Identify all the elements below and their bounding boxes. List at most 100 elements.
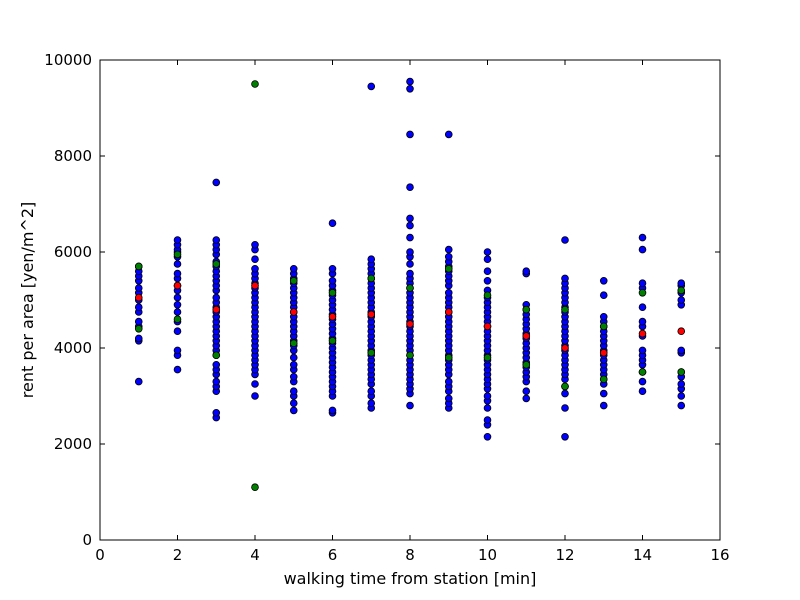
green-data-point [134,262,143,271]
y-tick-label: 6000 [54,243,92,261]
y-tick-label: 4000 [54,339,92,357]
y-axis-label: rent per area [yen/m^2] [18,202,37,399]
x-tick-label: 0 [95,546,105,564]
blue-data-point [483,248,492,256]
x-tick-label: 4 [250,546,260,564]
blue-data-point [328,264,337,273]
blue-data-point [367,255,376,264]
blue-data-point [212,236,221,244]
blue-data-point [483,392,492,400]
blue-data-point [328,219,337,228]
scatter-points [134,77,686,492]
blue-data-point [251,380,259,388]
blue-data-point [406,214,414,223]
y-tick-label: 10000 [44,51,92,69]
blue-data-point [406,248,414,256]
green-data-point [328,336,337,345]
green-data-point [367,274,376,283]
blue-data-point [134,284,143,292]
blue-data-point [638,279,647,288]
x-axis-label: walking time from station [min] [284,569,537,588]
green-data-point [212,351,221,360]
blue-data-point [638,377,647,386]
blue-data-point [406,221,414,230]
red-data-point [522,332,531,340]
blue-data-point [406,269,414,278]
green-data-point [599,322,608,331]
blue-data-point [289,264,298,273]
green-data-point [561,305,569,314]
blue-data-point [173,308,182,316]
blue-data-point [483,416,492,424]
blue-data-point [638,346,647,355]
red-data-point [561,344,569,352]
red-data-point [483,322,492,331]
blue-data-point [367,82,376,91]
blue-data-point [638,245,647,254]
blue-data-point [173,269,182,278]
green-data-point [406,284,414,292]
blue-data-point [522,394,531,403]
red-data-point [367,310,376,319]
blue-data-point [561,404,569,412]
red-data-point [212,305,221,314]
blue-data-point [638,387,647,396]
blue-data-point [444,394,453,403]
blue-data-point [444,252,453,261]
green-data-point [483,353,492,362]
red-data-point [677,327,686,336]
y-tick-label: 8000 [54,147,92,165]
blue-data-point [599,312,608,321]
blue-data-point [173,365,182,374]
green-data-point [134,324,143,333]
green-data-point [677,286,686,295]
green-data-point [444,264,453,273]
axis-ticks: 0 2 4 6 8 10 12 14 16 0 2000 4000 6000 8000 10000 [44,51,729,564]
blue-data-point [406,85,414,93]
blue-data-point [677,279,686,288]
blue-data-point [212,293,221,302]
green-data-point [677,368,686,376]
blue-data-point [483,267,492,276]
green-data-point [212,260,221,268]
x-tick-label: 2 [173,546,183,564]
green-data-point [367,348,376,357]
blue-data-point [134,317,143,326]
blue-data-point [134,303,143,312]
green-data-point [406,351,414,360]
blue-data-point [677,296,686,304]
blue-data-point [367,387,376,396]
blue-data-point [173,300,182,309]
blue-data-point [483,432,492,441]
blue-data-point [173,236,182,244]
blue-data-point [522,387,531,396]
blue-data-point [638,233,647,242]
blue-data-point [406,77,414,86]
green-data-point [289,339,298,348]
red-data-point [289,308,298,316]
blue-data-point [289,399,298,408]
blue-data-point [406,233,414,242]
green-data-point [289,276,298,285]
blue-data-point [251,264,259,273]
blue-data-point [483,255,492,264]
blue-data-point [328,276,337,285]
blue-data-point [251,241,259,249]
blue-data-point [561,236,569,244]
y-tick-label: 0 [82,531,92,549]
blue-data-point [406,401,414,410]
blue-data-point [173,260,182,268]
blue-data-point [444,130,453,139]
blue-data-point [134,334,143,343]
green-data-point [173,315,182,324]
green-data-point [599,375,608,384]
blue-data-point [406,183,414,192]
x-tick-label: 6 [328,546,338,564]
red-data-point [406,320,414,328]
blue-data-point [134,377,143,386]
blue-data-point [406,260,414,268]
red-data-point [328,312,337,321]
y-tick-label: 2000 [54,435,92,453]
x-tick-label: 16 [710,546,729,564]
x-tick-label: 8 [405,546,415,564]
